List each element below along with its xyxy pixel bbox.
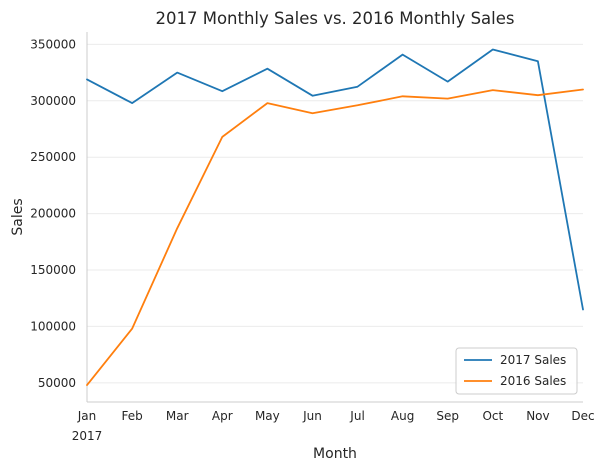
x-tick-label: Sep [436,409,459,423]
y-tick-label: 100000 [30,319,76,333]
y-tick-label: 300000 [30,94,76,108]
x-tick-label: Jun [302,409,322,423]
axes [86,32,583,403]
x-tick-label: Aug [391,409,414,423]
x-tick-year-label: 2017 [72,429,103,443]
legend-label-0: 2017 Sales [500,353,566,367]
chart-title: 2017 Monthly Sales vs. 2016 Monthly Sale… [155,9,514,28]
y-tick-labels: 50000 100000 150000 200000 250000 300000 35000… [30,37,76,389]
y-tick-label: 200000 [30,207,76,221]
x-tick-label: Apr [212,409,233,423]
x-tick-labels: Jan Feb Mar Apr May Jun Jul Aug Sep Oct Nov Dec [77,409,595,423]
x-axis-label: Month [313,446,357,462]
x-tick-label: May [255,409,280,423]
x-tick-label: Jul [349,409,364,423]
x-tick-label: Oct [482,409,503,423]
legend: 2017 Sales 2016 Sales [455,347,578,395]
y-tick-label: 150000 [30,263,76,277]
y-tick-label: 250000 [30,150,76,164]
series-line-1 [86,88,584,387]
x-tick-label: Jan [77,409,97,423]
y-tick-label: 50000 [38,376,76,390]
series-line-0 [86,48,584,311]
grid-lines [87,43,583,384]
y-tick-label: 350000 [30,37,76,51]
x-tick-label: Mar [166,409,189,423]
x-tick-label: Nov [526,409,549,423]
x-tick-label: Feb [121,409,142,423]
series-lines [86,48,584,387]
y-axis-label: Sales [10,198,26,235]
legend-label-1: 2016 Sales [500,374,566,388]
x-tick-label: Dec [571,409,594,423]
